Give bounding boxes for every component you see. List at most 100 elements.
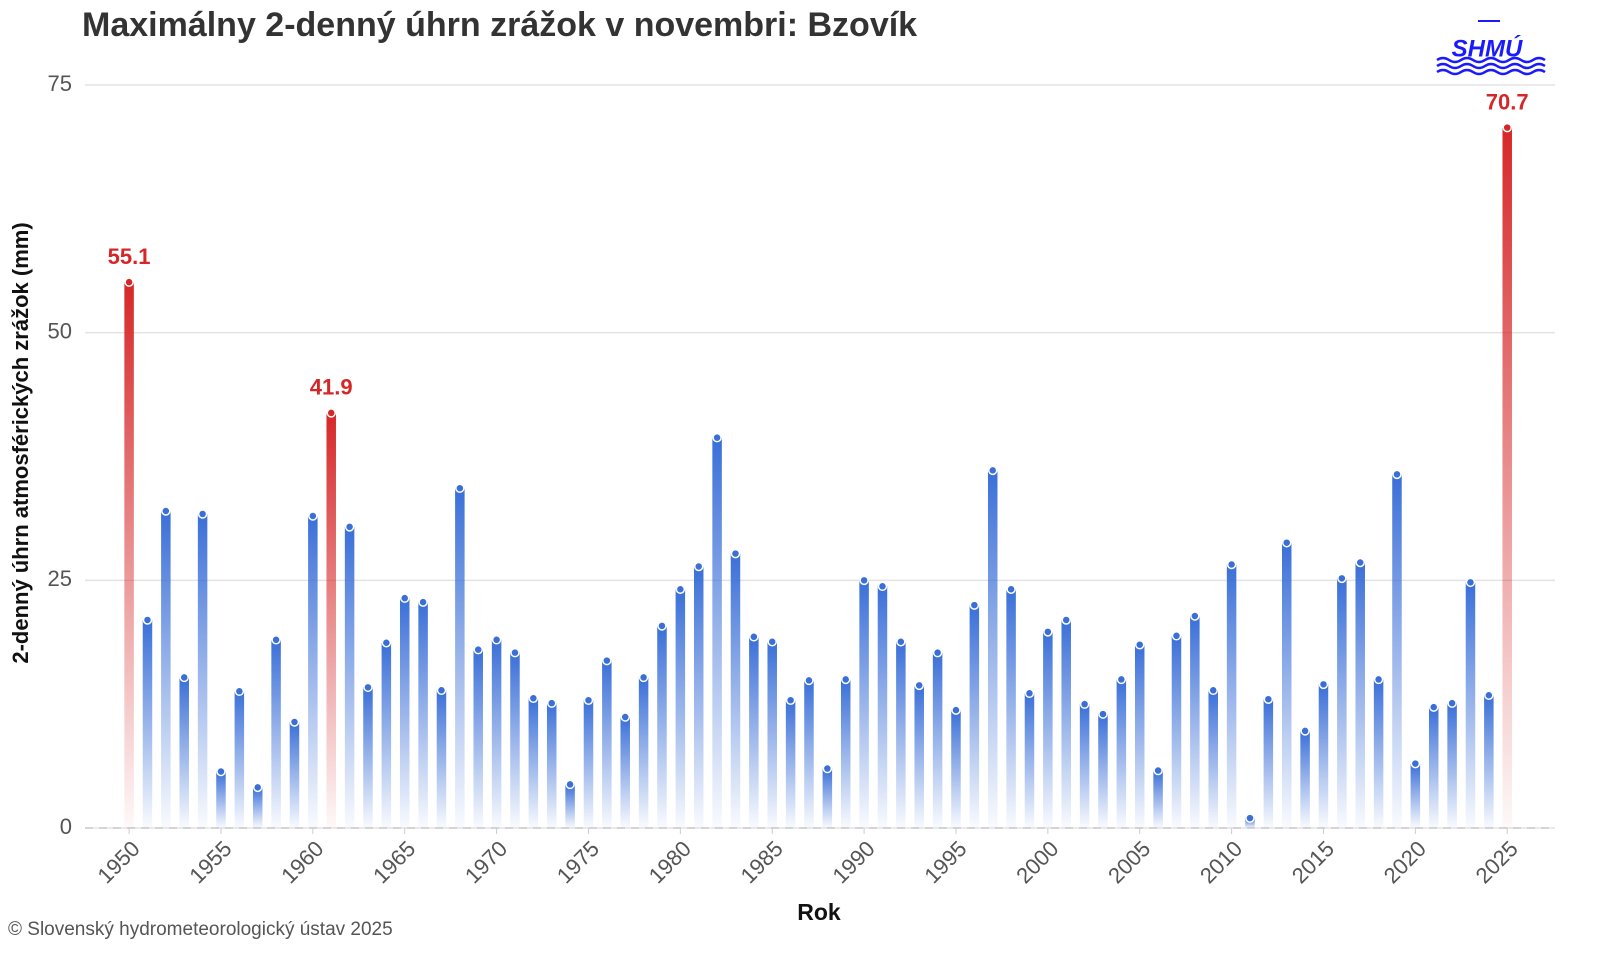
bar-cap [1300, 726, 1310, 736]
bar-cap [271, 635, 281, 645]
bar-cap [216, 766, 226, 777]
bar [381, 642, 392, 828]
bar-cap [1337, 573, 1347, 584]
bar [363, 687, 373, 828]
bar-cap [308, 511, 318, 521]
x-tick-label: 1970 [460, 836, 512, 888]
bar-cap [1043, 627, 1053, 637]
bar [1355, 562, 1365, 828]
bar-cap [1208, 685, 1218, 696]
bar-cap [418, 597, 428, 607]
bar [216, 771, 226, 828]
bar [638, 677, 649, 828]
bar [602, 660, 612, 828]
y-tick-label: 50 [48, 318, 72, 343]
bar-cap [1263, 694, 1274, 704]
bar-cap [473, 644, 483, 655]
bar [749, 636, 759, 828]
bar [491, 639, 502, 828]
bar-cap [565, 779, 575, 790]
x-tick-label: 1995 [919, 836, 971, 888]
bar-cap [161, 506, 171, 516]
bar-cap [344, 522, 355, 532]
bar [142, 619, 153, 828]
bar [1079, 704, 1090, 828]
bar-cap [1153, 765, 1163, 776]
bar [1171, 635, 1182, 828]
bar-cap [197, 509, 208, 519]
bar-cap [381, 637, 392, 648]
bar [546, 703, 557, 828]
bar-cap [1281, 537, 1292, 548]
bar [1502, 127, 1512, 829]
bar-cap [730, 548, 741, 559]
bar [951, 710, 961, 828]
y-tick-label: 0 [60, 814, 72, 839]
bar-cap [1134, 639, 1145, 650]
bar [1006, 589, 1016, 828]
bar [1134, 644, 1145, 828]
bar [1281, 542, 1292, 828]
bar [179, 677, 189, 828]
bar-cap [455, 483, 465, 493]
bar [565, 784, 575, 828]
bar [234, 691, 245, 828]
bar [1392, 474, 1402, 828]
bar-cap [1465, 577, 1476, 588]
bar [987, 470, 998, 828]
logo-waves [1436, 56, 1546, 76]
logo: SHMÚ [1436, 20, 1546, 76]
x-tick-label: 2015 [1287, 836, 1339, 888]
bar [1024, 693, 1035, 828]
bar [859, 580, 869, 828]
bar [822, 768, 833, 828]
bar [1263, 699, 1274, 828]
bar [785, 700, 796, 828]
bar [326, 412, 336, 828]
bar-cap [620, 712, 630, 722]
x-tick-label: 1980 [644, 836, 696, 888]
bar [1337, 578, 1347, 828]
bar [914, 685, 924, 828]
bar-cap [932, 647, 943, 658]
bar [1190, 615, 1200, 828]
bar-cap [1006, 584, 1016, 594]
x-tick-label: 2005 [1103, 836, 1155, 888]
bar-cap [1355, 557, 1365, 568]
bar-cap [436, 685, 447, 696]
x-tick-label: 2000 [1011, 836, 1063, 888]
y-tick-label: 75 [48, 71, 72, 96]
bar-cap [822, 763, 833, 774]
bar [932, 652, 943, 828]
bar [657, 625, 667, 828]
bar [1098, 714, 1108, 828]
bar-cap [1061, 615, 1071, 625]
footer: © Slovenský hydrometeorologický ústav 20… [8, 919, 393, 940]
bar [1226, 564, 1237, 828]
bar-cap [602, 655, 612, 666]
bar [252, 787, 263, 828]
x-tick-label: 1950 [92, 836, 144, 888]
x-tick-label: 1965 [368, 836, 420, 888]
bar [455, 488, 465, 828]
bar-cap [124, 277, 134, 287]
bar [124, 282, 134, 828]
bar-cap [1024, 688, 1035, 699]
bar-cap [1428, 702, 1439, 712]
bar-cap [1190, 611, 1200, 621]
bar-cap [1318, 679, 1329, 690]
bar [473, 649, 483, 828]
bar [510, 652, 520, 828]
bar-cap [785, 695, 796, 705]
bar [1410, 763, 1421, 828]
bar-cap [951, 705, 961, 715]
bar-cap [1245, 813, 1255, 823]
bar-cap [1171, 631, 1182, 641]
bar-cap [1410, 758, 1421, 769]
bar [693, 566, 704, 828]
bar-cap [234, 686, 245, 697]
bar [583, 700, 594, 828]
bar-cap [767, 637, 777, 647]
bar [399, 598, 410, 828]
